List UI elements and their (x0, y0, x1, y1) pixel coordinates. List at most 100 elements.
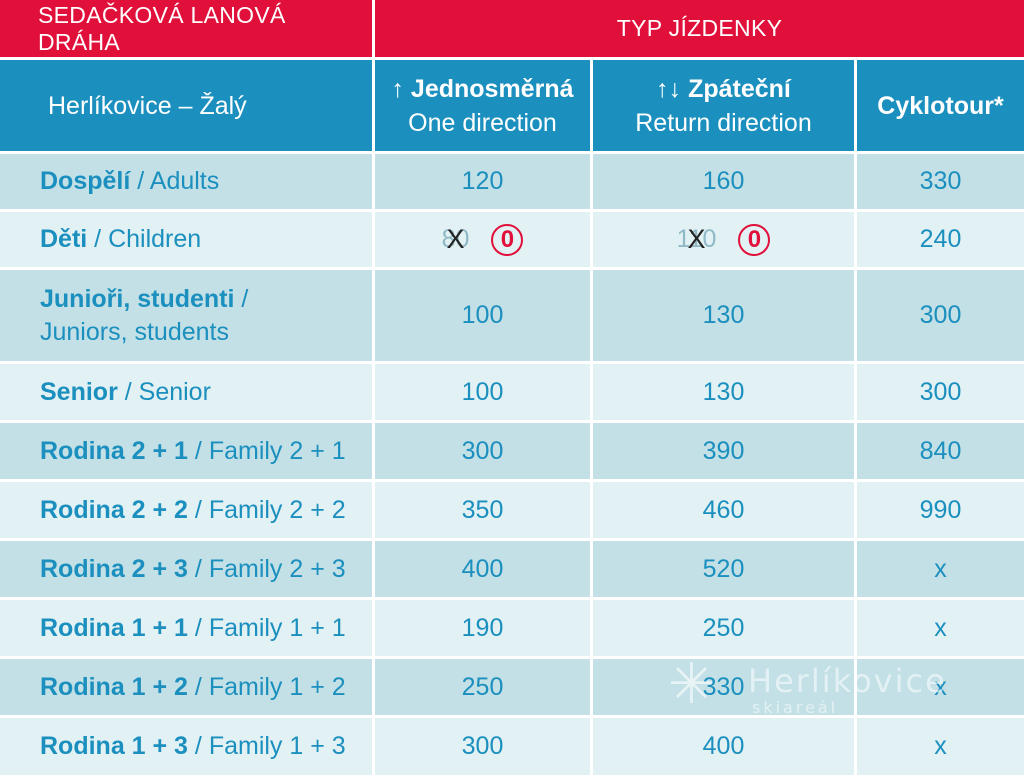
row-sep: / (234, 284, 249, 313)
price-return: 250 (593, 600, 854, 656)
price-one-way: 400 (375, 541, 590, 597)
row-label-en: Family 2 + 3 (208, 554, 346, 583)
row-sep: / (187, 436, 209, 465)
price-cyklotour: 300 (857, 270, 1024, 361)
row-name: Rodina 1 + 3 (40, 732, 188, 760)
row-sep: / (187, 732, 209, 760)
strike-x-mark: X (687, 223, 706, 254)
row-name: Rodina 1 + 2 (40, 672, 188, 701)
table-row: Rodina 2 + 2 / Family 2 + 2 350 460 990 (0, 482, 1024, 538)
old-price: 110 X (676, 223, 717, 254)
lift-title: SEDAČKOVÁ LANOVÁ DRÁHA (0, 0, 372, 57)
row-label: Rodina 2 + 2 / Family 2 + 2 (0, 482, 372, 538)
row-label: Rodina 2 + 1 / Family 2 + 1 (0, 423, 372, 479)
price-return: 330 (593, 659, 854, 715)
table-row: Rodina 1 + 2 / Family 1 + 2 250 330 x (0, 659, 1024, 715)
price-cyklotour: x (857, 600, 1024, 656)
row-label: Senior / Senior (0, 364, 372, 420)
row-label-en: Family 1 + 3 (208, 732, 346, 760)
row-name: Rodina 1 + 1 (40, 613, 188, 642)
table-header-top: SEDAČKOVÁ LANOVÁ DRÁHA TYP JÍZDENKY (0, 0, 1024, 57)
row-sep: / (130, 167, 150, 195)
route-text: Herlíkovice – Žalý (48, 91, 247, 120)
price-return: 130 (593, 364, 854, 420)
price-cyklotour: 240 (857, 212, 1024, 267)
row-name: Dospělí (40, 167, 131, 195)
row-label-en: Senior (138, 377, 211, 406)
price-cyklotour: 840 (857, 423, 1024, 479)
col-one-direction: ↑ Jednosměrná One direction (375, 60, 590, 151)
row-label-en: Adults (149, 167, 220, 195)
row-name: Junioři, studenti (40, 284, 235, 313)
row-label-en: Family 1 + 2 (208, 672, 346, 701)
row-label: Dospělí / Adults (0, 154, 372, 209)
row-sep: / (187, 672, 209, 701)
price-one-way: 300 (375, 718, 590, 775)
price-one-way: 100 (375, 270, 590, 361)
old-price: 80 X (441, 223, 470, 254)
price-one-way: 350 (375, 482, 590, 538)
price-one-way: 190 (375, 600, 590, 656)
table-row: Rodina 1 + 1 / Family 1 + 1 190 250 x (0, 600, 1024, 656)
ticket-type-title: TYP JÍZDENKY (375, 0, 1024, 57)
price-cyklotour: x (857, 659, 1024, 715)
row-label: Děti / Children (0, 212, 372, 267)
old-price-value: 110 (676, 225, 717, 253)
row-label-en: Family 2 + 1 (208, 436, 346, 465)
col-cyklotour-label: Cyklotour* (877, 91, 1004, 120)
price-cyklotour: x (857, 541, 1024, 597)
price-one-way: 120 (375, 154, 590, 209)
row-label: Rodina 1 + 2 / Family 1 + 2 (0, 659, 372, 715)
row-name: Senior (40, 377, 118, 406)
price-one-way: 80 X 0 (375, 212, 590, 267)
row-name: Rodina 2 + 3 (40, 554, 188, 583)
row-sep: / (187, 613, 209, 642)
price-return: 520 (593, 541, 854, 597)
price-return: 400 (593, 718, 854, 775)
price-one-way: 250 (375, 659, 590, 715)
price-return: 130 (593, 270, 854, 361)
table-row: Senior / Senior 100 130 300 (0, 364, 1024, 420)
row-name: Rodina 2 + 1 (40, 436, 188, 465)
price-cyklotour: 300 (857, 364, 1024, 420)
col-return-en: Return direction (635, 108, 812, 137)
new-price-circle: 0 (491, 223, 524, 256)
price-one-way: 300 (375, 423, 590, 479)
strike-x-mark: X (446, 223, 465, 254)
new-price-circle: 0 (738, 223, 771, 256)
col-return-cz: ↑↓ Zpáteční (656, 74, 791, 103)
table-row: Dospělí / Adults 120 160 330 (0, 154, 1024, 209)
price-cyklotour: x (857, 718, 1024, 775)
row-label: Rodina 1 + 1 / Family 1 + 1 (0, 600, 372, 656)
table-header-columns: Herlíkovice – Žalý ↑ Jednosměrná One dir… (0, 60, 1024, 151)
col-one-direction-cz: ↑ Jednosměrná (391, 74, 574, 103)
price-cyklotour: 990 (857, 482, 1024, 538)
table-row: Rodina 1 + 3 / Family 1 + 3 300 400 x (0, 718, 1024, 775)
price-cyklotour: 330 (857, 154, 1024, 209)
row-label-en: Juniors, students (40, 317, 229, 346)
row-sep: / (117, 377, 139, 406)
row-name: Rodina 2 + 2 (40, 495, 188, 524)
col-cyklotour: Cyklotour* (857, 60, 1024, 151)
row-sep: / (187, 495, 209, 524)
price-return: 160 (593, 154, 854, 209)
col-return: ↑↓ Zpáteční Return direction (593, 60, 854, 151)
row-name: Děti (40, 225, 88, 253)
price-return: 390 (593, 423, 854, 479)
table-row: Junioři, studenti / Juniors, students 10… (0, 270, 1024, 361)
row-label: Rodina 1 + 3 / Family 1 + 3 (0, 718, 372, 775)
row-label-en: Family 2 + 2 (208, 495, 346, 524)
table-row: Rodina 2 + 3 / Family 2 + 3 400 520 x (0, 541, 1024, 597)
price-one-way: 100 (375, 364, 590, 420)
table-row: Děti / Children 80 X 0 110 X 0 240 (0, 212, 1024, 267)
price-return: 460 (593, 482, 854, 538)
price-return: 110 X 0 (593, 212, 854, 267)
table-row: Rodina 2 + 1 / Family 2 + 1 300 390 840 (0, 423, 1024, 479)
row-label: Junioři, studenti / Juniors, students (0, 270, 372, 361)
row-sep: / (87, 225, 109, 253)
row-label: Rodina 2 + 3 / Family 2 + 3 (0, 541, 372, 597)
row-label-en: Children (108, 225, 202, 253)
row-sep: / (187, 554, 209, 583)
old-price-value: 80 (441, 225, 470, 253)
